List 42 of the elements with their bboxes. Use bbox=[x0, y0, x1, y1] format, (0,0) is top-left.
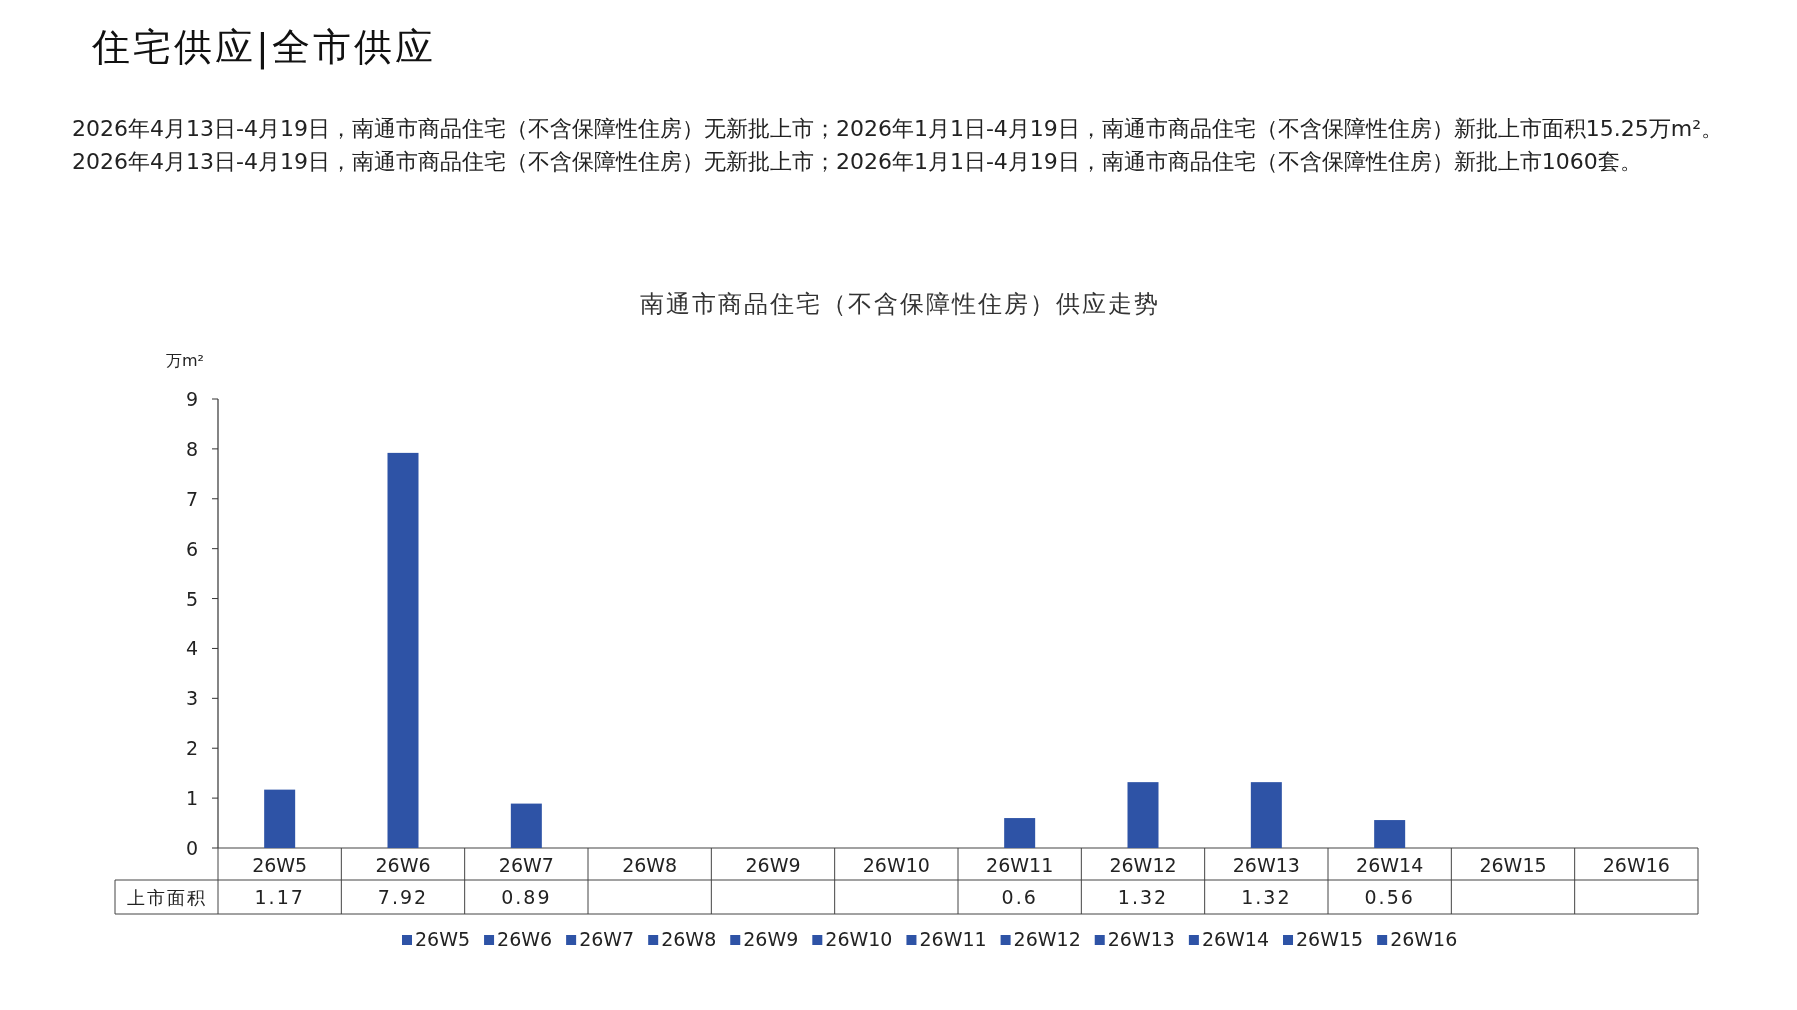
x-tick-label: 26W12 bbox=[1109, 854, 1177, 876]
bar bbox=[1374, 820, 1406, 848]
x-tick-label: 26W6 bbox=[375, 854, 431, 876]
data-label: 0.56 bbox=[1364, 886, 1415, 908]
y-tick-label: 0 bbox=[185, 837, 198, 859]
chart-title: 南通市商品住宅（不含保障性住房）供应走势 bbox=[640, 290, 1160, 318]
data-label: 1.17 bbox=[254, 886, 305, 908]
legend: 26W5 26W6 26W7 26W8 26W9 26W10 26W11 26W12 26W13 26W14 26W15 26W16 bbox=[402, 928, 1458, 950]
data-label: 0.89 bbox=[501, 886, 552, 908]
data-label: 1.32 bbox=[1117, 886, 1169, 908]
text: 上市面积 bbox=[126, 887, 207, 908]
x-tick-label: 26W13 bbox=[1232, 854, 1300, 876]
y-tick-label: 2 bbox=[185, 737, 198, 760]
x-tick-label: 26W14 bbox=[1356, 854, 1424, 876]
y-tick-label: 1 bbox=[185, 787, 198, 810]
bar bbox=[1004, 818, 1036, 848]
y-tick-label: 3 bbox=[185, 687, 198, 710]
bar bbox=[387, 452, 419, 848]
y-axis-title: 万m² bbox=[166, 351, 204, 370]
x-tick-label: 26W9 bbox=[745, 854, 801, 876]
x-tick-label: 26W8 bbox=[622, 854, 678, 876]
y-tick-label: 5 bbox=[185, 587, 198, 610]
text: 2026年4月13日-4月19日，南通市商品住宅（不含保障性住房）无新批上市；2026年1月1日-4月19日，南通市商品住宅（不含保障性住房）新批上市面积15.25万m²。2026年4月13日-4月19日，南通市商品住宅（不含保障性住房）无新批上市；2026年1月1日-4月19日，南通市商品住宅（不含保障性住房）新批上市1060套。 bbox=[72, 115, 1725, 176]
x-tick-label: 26W5 bbox=[252, 854, 308, 876]
x-tick-label: 26W16 bbox=[1602, 854, 1670, 876]
bar bbox=[510, 803, 542, 848]
y-tick-label: 7 bbox=[185, 487, 198, 510]
data-label: 7.92 bbox=[377, 886, 429, 908]
x-tick-label: 26W7 bbox=[498, 854, 554, 876]
bar bbox=[1127, 782, 1159, 848]
y-tick-label: 9 bbox=[185, 388, 198, 410]
y-tick-label: 6 bbox=[185, 537, 198, 560]
x-tick-label: 26W11 bbox=[986, 854, 1054, 876]
y-tick-label: 4 bbox=[185, 637, 198, 660]
data-label: 0.6 bbox=[1001, 886, 1038, 908]
bar bbox=[264, 789, 296, 848]
bar bbox=[1250, 782, 1282, 848]
text: 住宅供应|全市供应 bbox=[92, 24, 436, 72]
y-tick-label: 8 bbox=[185, 437, 198, 460]
x-tick-label: 26W10 bbox=[862, 854, 930, 876]
x-tick-label: 26W15 bbox=[1479, 854, 1547, 876]
data-label: 1.32 bbox=[1241, 886, 1292, 908]
